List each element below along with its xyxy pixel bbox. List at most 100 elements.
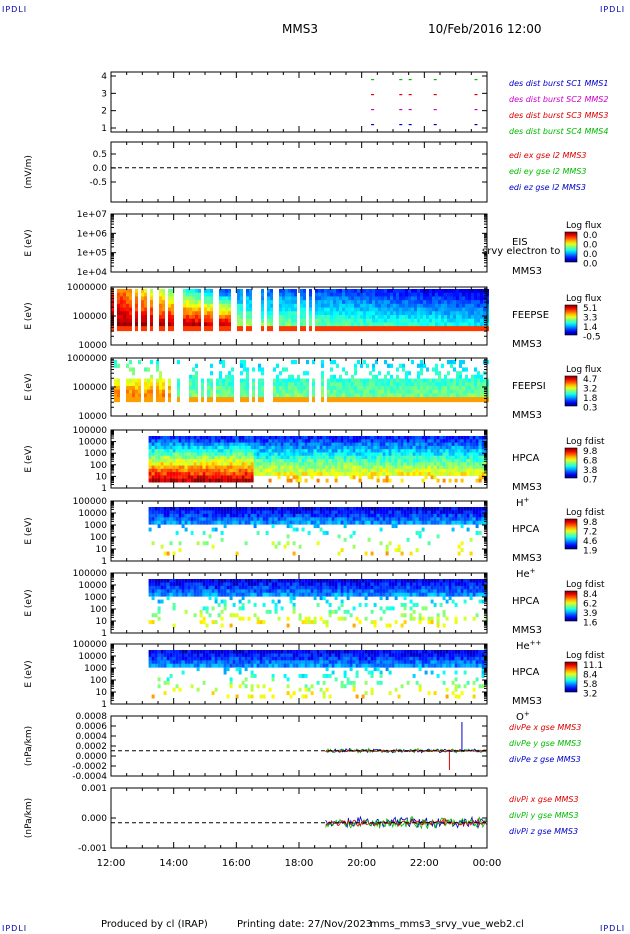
burst-mark — [371, 94, 375, 96]
x-tick-label: 18:00 — [285, 858, 314, 869]
y-tick-label: 100000 — [73, 640, 108, 650]
y-tick-label: 100 — [90, 461, 107, 471]
colorbar-title: Log fdist — [566, 651, 605, 661]
burst-mark — [399, 124, 403, 126]
species-label: H+ — [516, 496, 530, 509]
colorbar-tick-label: 0.0 — [583, 231, 598, 241]
species-label: O+ — [516, 710, 530, 723]
y-tick-label: 10000 — [78, 581, 107, 591]
colorbar-tick-label: 4.6 — [583, 537, 598, 547]
colorbar-tick-label: 5.8 — [583, 680, 598, 690]
burst-mark — [408, 94, 412, 96]
spacecraft-label: MMS3 — [512, 553, 542, 564]
y-tick-label: -0.0004 — [72, 772, 107, 782]
colorbar-title: Log flux — [566, 294, 602, 304]
x-tick-label: 14:00 — [159, 858, 188, 869]
panel-11-frame — [110, 787, 488, 849]
y-tick-label: 10000 — [78, 652, 107, 662]
panel-10-frame — [110, 715, 488, 777]
corner-label-bottom-right: IPDLI — [600, 924, 626, 933]
y-tick-label: 1e+07 — [77, 210, 107, 220]
y-tick-label: 10 — [96, 617, 108, 627]
y-axis-label: E (eV) — [24, 660, 34, 687]
burst-mark — [433, 79, 437, 81]
y-tick-label: 1e+05 — [77, 249, 107, 259]
y-tick-label: -0.0002 — [72, 762, 107, 772]
panel-3-frame — [110, 213, 488, 273]
y-tick-label: 10000 — [78, 412, 107, 422]
panel-5: 1000000 100000 10000 E (eV) FEEPSI MMS3 Log fl… — [24, 354, 602, 422]
x-tick-label: 00:00 — [473, 858, 502, 869]
mission-title: MMS3 — [282, 22, 318, 36]
burst-mark — [408, 109, 412, 111]
burst-mark — [474, 79, 478, 81]
species-label: He++ — [516, 639, 542, 652]
y-tick-label: 1000 — [84, 449, 107, 459]
instrument-label: HPCA — [512, 453, 540, 464]
burst-mark — [371, 124, 375, 126]
colorbar-title: Log flux — [566, 365, 602, 375]
y-axis-label: E (eV) — [24, 302, 34, 329]
y-axis-label: E (eV) — [24, 373, 34, 400]
colorbar-tick-label: 0.0 — [583, 260, 598, 270]
colorbar-tick-label: 9.8 — [583, 518, 598, 528]
instrument-label: HPCA — [512, 596, 540, 607]
colorbar-tick-label: 3.2 — [583, 690, 597, 700]
y-tick-label: 4 — [101, 72, 107, 82]
y-tick-label: 1000 — [84, 664, 107, 674]
legend-entry: des dist burst SC1 MMS1 — [509, 79, 608, 88]
y-tick-label: 1000 — [84, 521, 107, 531]
burst-mark — [408, 124, 412, 126]
colorbar — [564, 231, 578, 263]
colorbar — [564, 661, 578, 693]
panel-8-spectrogram — [148, 579, 488, 628]
legend-entry: des dist burst SC4 MMS4 — [509, 127, 608, 136]
burst-mark — [433, 109, 437, 111]
legend-entry: divPe x gse MMS3 — [509, 723, 581, 732]
colorbar-title: Log fdist — [566, 580, 605, 590]
legend-entry: edi ez gse l2 MMS3 — [509, 183, 586, 192]
panel-11: 0.001 0.000 -0.001 (nPa/km) divPi x gse MMS3… — [24, 784, 579, 854]
instrument-label: FEEPSE — [512, 310, 549, 321]
y-tick-label: 1 — [101, 700, 107, 710]
panel-9-spectrogram — [148, 650, 488, 699]
y-tick-label: 1000 — [84, 593, 107, 603]
x-tick-label: 22:00 — [410, 858, 439, 869]
corner-label-bottom-left: IPDLI — [2, 924, 28, 933]
y-tick-label: 100000 — [73, 497, 108, 507]
y-axis-label: E (eV) — [24, 445, 34, 472]
x-tick-label: 12:00 — [97, 858, 126, 869]
y-tick-label: 100000 — [73, 383, 108, 393]
y-tick-label: 1000000 — [67, 283, 107, 293]
legend-entry: divPi z gse MMS3 — [509, 827, 578, 836]
legend-entry: divPi x gse MMS3 — [509, 795, 579, 804]
panel-7-spectrogram — [148, 507, 488, 556]
y-tick-label: 10 — [96, 472, 108, 482]
datetime-title: 10/Feb/2016 12:00 — [428, 22, 542, 36]
colorbar-tick-label: 6.8 — [583, 457, 598, 467]
colorbar-tick-label: 5.1 — [583, 304, 597, 314]
burst-mark — [474, 124, 478, 126]
y-tick-label: 100000 — [73, 426, 108, 436]
y-tick-label: 0.000 — [81, 814, 107, 824]
y-tick-label: 0.0 — [93, 164, 108, 174]
y-tick-label: 10000 — [78, 438, 107, 448]
burst-mark — [371, 109, 375, 111]
panel-8: 100000 10000 1000 100 10 1 E (eV) HPCA MMS3 He++ L… — [24, 569, 605, 652]
panel-2: 0.5 0.0 -0.5 (mV/m) edi ex gse l2 MMS3 edi ey… — [24, 141, 587, 203]
colorbar-tick-label: 4.7 — [583, 375, 597, 385]
burst-mark — [399, 79, 403, 81]
colorbar-tick-label: 1.6 — [583, 619, 598, 629]
y-tick-label: -0.001 — [78, 844, 107, 854]
colorbar — [564, 375, 578, 407]
panel-7: 100000 10000 1000 100 10 1 E (eV) HPCA MMS3 He+ Lo… — [24, 497, 605, 580]
overlay-label: srvy electron to — [482, 246, 560, 257]
colorbar-tick-label: 7.2 — [583, 528, 597, 538]
spacecraft-label: MMS3 — [512, 482, 542, 493]
y-tick-label: 0.001 — [81, 784, 107, 794]
burst-mark — [474, 109, 478, 111]
colorbar-tick-label: 8.4 — [583, 671, 598, 681]
panel-10-traces — [325, 722, 487, 770]
colorbar-tick-label: 6.2 — [583, 600, 597, 610]
